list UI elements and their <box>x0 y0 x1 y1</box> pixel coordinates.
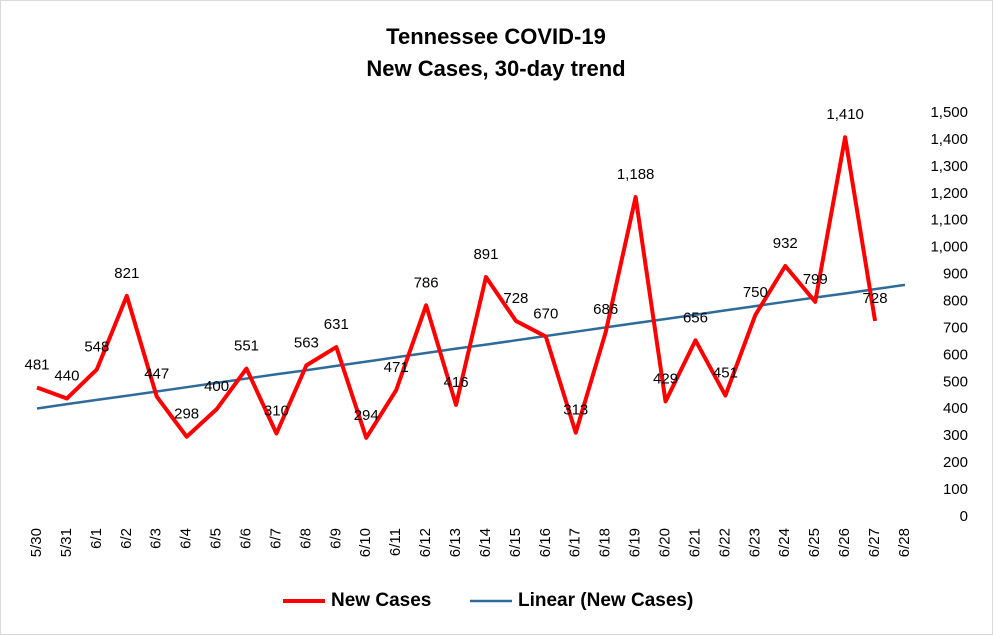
data-label: 728 <box>863 290 888 307</box>
data-label: 563 <box>294 334 319 351</box>
data-label: 750 <box>743 284 768 301</box>
x-tick-label: 6/24 <box>776 528 793 557</box>
y-tick-label: 600 <box>943 346 968 363</box>
y-tick-label: 1,000 <box>930 239 968 256</box>
x-tick-label: 5/31 <box>58 528 75 557</box>
legend-label: Linear (New Cases) <box>518 590 693 611</box>
x-tick-label: 6/15 <box>507 528 524 557</box>
x-tick-label: 6/13 <box>447 528 464 557</box>
data-label: 656 <box>683 309 708 326</box>
x-tick-label: 6/4 <box>178 528 195 549</box>
x-tick-label: 6/6 <box>237 528 254 549</box>
x-tick-label: 6/26 <box>836 528 853 557</box>
data-label: 728 <box>503 290 528 307</box>
data-label: 313 <box>563 402 588 419</box>
x-tick-label: 6/7 <box>267 528 284 549</box>
y-tick-label: 300 <box>943 427 968 444</box>
x-tick-label: 6/12 <box>417 528 434 557</box>
x-tick-label: 6/18 <box>597 528 614 557</box>
y-tick-label: 500 <box>943 373 968 390</box>
x-tick-label: 6/3 <box>148 528 165 549</box>
legend-label: New Cases <box>331 590 431 611</box>
x-tick-label: 6/1 <box>88 528 105 549</box>
y-tick-label: 1,300 <box>930 158 968 175</box>
data-label: 310 <box>264 402 289 419</box>
x-tick-label: 6/16 <box>537 528 554 557</box>
data-label: 294 <box>354 407 379 424</box>
data-label: 400 <box>204 378 229 395</box>
x-tick-label: 6/21 <box>686 528 703 557</box>
data-label: 551 <box>234 338 259 355</box>
y-tick-label: 700 <box>943 319 968 336</box>
data-label: 821 <box>114 265 139 282</box>
x-tick-label: 6/27 <box>866 528 883 557</box>
y-tick-label: 1,200 <box>930 185 968 202</box>
data-label: 298 <box>174 406 199 423</box>
x-tick-label: 5/30 <box>28 528 45 557</box>
x-tick-label: 6/25 <box>806 528 823 557</box>
y-tick-label: 400 <box>943 400 968 417</box>
data-label: 631 <box>324 316 349 333</box>
data-label: 416 <box>444 374 469 391</box>
data-label: 1,188 <box>617 166 655 183</box>
x-tick-label: 6/22 <box>716 528 733 557</box>
y-tick-label: 1,400 <box>930 131 968 148</box>
data-label: 686 <box>593 301 618 318</box>
y-tick-label: 800 <box>943 293 968 310</box>
y-tick-label: 100 <box>943 481 968 498</box>
data-label: 440 <box>54 367 79 384</box>
data-label: 891 <box>473 246 498 263</box>
x-tick-label: 6/19 <box>627 528 644 557</box>
data-line <box>36 135 878 440</box>
y-tick-label: 1,500 <box>930 104 968 121</box>
y-tick-label: 1,100 <box>930 212 968 229</box>
y-tick-label: 900 <box>943 266 968 283</box>
x-tick-label: 6/23 <box>746 528 763 557</box>
x-tick-label: 6/10 <box>357 528 374 557</box>
x-tick-label: 6/8 <box>297 528 314 549</box>
data-label: 799 <box>803 271 828 288</box>
x-tick-label: 6/9 <box>327 528 344 549</box>
data-label: 932 <box>773 235 798 252</box>
data-label: 670 <box>533 306 558 323</box>
x-tick-label: 6/5 <box>208 528 225 549</box>
data-label: 548 <box>84 338 109 355</box>
y-tick-label: 0 <box>960 508 968 525</box>
data-label: 451 <box>713 364 738 381</box>
data-label: 429 <box>653 370 678 387</box>
data-label: 786 <box>414 274 439 291</box>
chart-title: Tennessee COVID-19 <box>386 24 606 49</box>
data-label: 481 <box>24 356 49 373</box>
data-label: 447 <box>144 366 169 383</box>
x-tick-label: 6/11 <box>387 528 404 556</box>
x-tick-label: 6/14 <box>477 528 494 557</box>
y-tick-label: 200 <box>943 454 968 471</box>
data-label: 471 <box>384 359 409 376</box>
x-tick-label: 6/2 <box>118 528 135 549</box>
x-tick-label: 6/17 <box>567 528 584 557</box>
x-tick-label: 6/28 <box>896 528 913 557</box>
data-label: 1,410 <box>826 106 864 123</box>
chart-subtitle: New Cases, 30-day trend <box>366 56 625 81</box>
x-tick-label: 6/20 <box>657 528 674 557</box>
